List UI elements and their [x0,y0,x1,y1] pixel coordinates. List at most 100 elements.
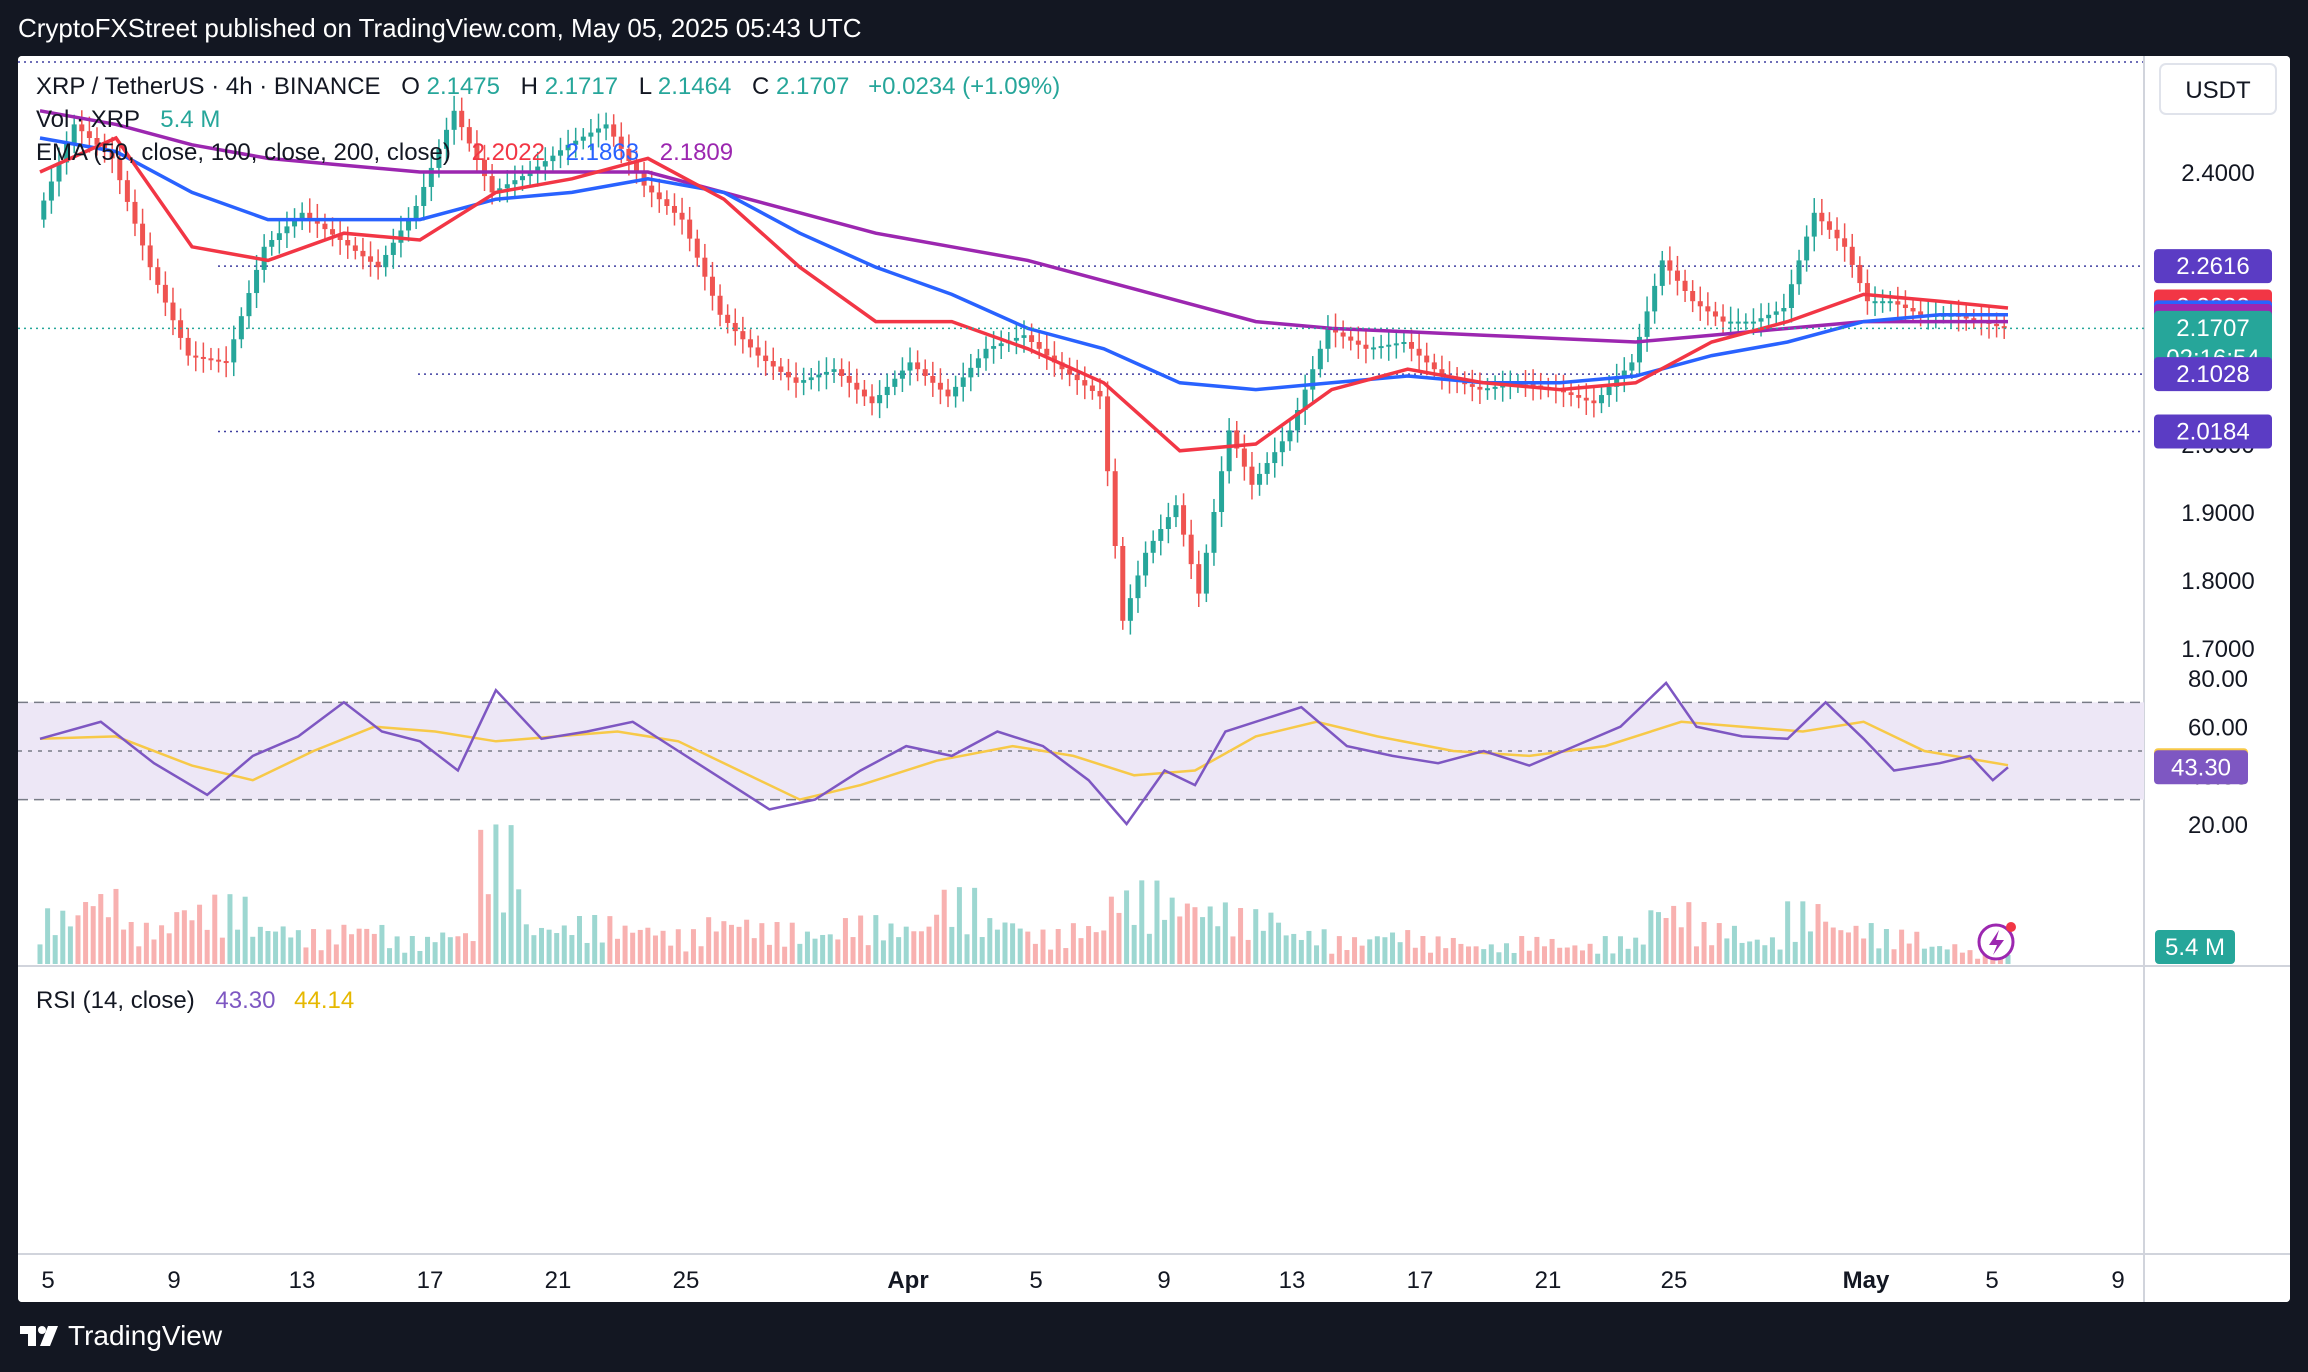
volume-bar [1032,943,1038,964]
volume-bar [371,933,377,964]
candle-body [451,110,457,130]
volume-bar [1412,947,1418,964]
volume-bar [1526,950,1532,964]
volume-bar [751,938,757,964]
candle-body [854,382,860,390]
volume-bar [622,925,628,964]
volume-bar [1078,938,1084,964]
candle-body [649,185,655,193]
volume-bar [523,924,529,964]
candle-body [747,339,753,348]
volume-bar [797,943,803,964]
price-badge-label: 2.1707 [2176,315,2249,342]
candle-body [1910,308,1916,312]
volume-bar [1245,939,1251,964]
candle-body [1203,552,1209,594]
volume-bar [1390,932,1396,964]
candle-body [383,254,389,268]
volume-bar [1405,930,1411,964]
volume-bar [227,894,233,964]
candle-body [1348,336,1354,341]
lightning-icon[interactable] [1977,922,2016,961]
volume-bar [1458,943,1464,964]
candle-body [216,359,222,362]
volume-bar [1260,930,1266,964]
volume-bar [1435,936,1441,964]
candle-body [64,143,70,163]
volume-bar [387,948,393,964]
volume-bar [812,938,818,964]
volume-bar [204,929,210,964]
volume-bar [1131,924,1137,964]
volume-bar [159,925,165,964]
volume-bar [1830,927,1836,964]
volume-bar [1891,949,1897,964]
volume-bar [1785,901,1791,964]
volume-bar [1093,932,1099,964]
volume-bar [1724,938,1730,964]
candle-body [231,339,237,363]
candle-body [1067,369,1073,375]
volume-bar [1420,936,1426,964]
volume-bar [105,917,111,964]
rsi-tick: 80.00 [2188,666,2248,693]
candle-body [915,362,921,370]
ema50-line [39,135,2009,453]
rsi-badge-label: 43.30 [2171,754,2231,781]
candle-body [1697,301,1703,307]
volume-bar [531,935,537,964]
time-tick: 21 [545,1267,572,1294]
volume-bar [1321,929,1327,964]
legend-symbol[interactable]: XRP / TetherUS · 4h · BINANCE [36,73,381,100]
volume-bar [1678,927,1684,964]
candle-body [1819,212,1825,222]
volume-bar [804,931,810,964]
time-tick: 25 [1661,1267,1688,1294]
candle-body [1401,342,1407,344]
price-tick: 2.4000 [2181,160,2254,187]
candle-body [770,361,776,367]
volume-bar [538,927,544,964]
candle-body [869,396,875,404]
volume-bar [151,939,157,964]
volume-bar [440,932,446,964]
volume-bar [333,944,339,964]
legend-ema-label[interactable]: EMA (50, close, 100, close, 200, close) [36,139,451,166]
candle-body [535,166,541,172]
volume-bar [1914,931,1920,964]
candle-body [991,346,997,349]
price-badge-label: 2.1028 [2176,361,2249,388]
candle-body [1363,344,1369,349]
candle-body [1773,311,1779,315]
tradingview-logo[interactable]: TradingView [20,1320,222,1352]
volume-bar [1207,906,1213,964]
volume-bar [1336,936,1342,964]
candle-body [413,206,419,219]
volume-bar [508,825,514,964]
candle-body [1971,318,1977,321]
volume-bar [1428,952,1434,964]
candle-body [520,176,526,181]
candle-body [390,242,396,255]
volume-bar [379,924,385,964]
currency-box[interactable] [2159,63,2277,115]
volume-bar [485,894,491,964]
legend-ema100-value: 2.1863 [566,139,639,166]
volume-bar [113,888,119,964]
candle-body [345,240,351,246]
volume-bar [1845,932,1851,964]
candle-body [1097,390,1103,397]
rsi-legend-label[interactable]: RSI (14, close) [36,987,195,1014]
candle-body [717,295,723,315]
price-badge-bg [2154,249,2272,284]
volume-bar [1937,946,1943,964]
volume-bar [250,936,256,964]
volume-bar [835,939,841,964]
volume-bar [478,829,484,964]
candle-body [1591,400,1597,404]
candle-body [1705,306,1711,312]
candle-body [56,162,62,182]
legend-vol-label[interactable]: Vol · XRP [36,106,140,133]
volume-bar [1367,939,1373,964]
